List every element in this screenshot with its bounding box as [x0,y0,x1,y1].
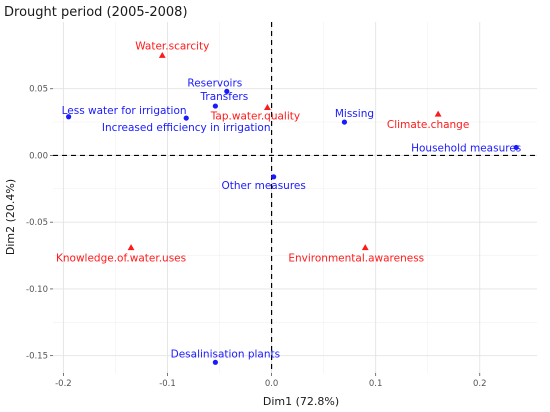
y-tick-label: -0.10 [26,285,48,295]
data-point-triangle [264,104,271,110]
data-point-triangle [434,110,442,117]
point-label: Other measures [221,180,305,192]
point-label: Environmental.awareness [288,253,424,265]
y-tick-label: -0.15 [26,352,48,362]
point-label: Reservoirs [187,77,242,89]
x-axis-ticks: -0.2 -0.1 0.0 0.1 0.2 [55,373,487,389]
y-tick-label: -0.05 [26,218,48,228]
data-point-triangle [127,244,135,251]
data-point-circle [66,114,72,120]
data-point-circle [212,103,218,109]
point-label: Increased efficiency in irrigation [102,122,271,134]
point-label: Tap.water.quality [210,110,300,122]
point-label: Climate.change [387,119,469,131]
point-label: Knowledge.of.water.uses [56,253,186,265]
data-point-circle [513,144,519,151]
reference-lines [53,22,537,373]
x-tick-label: 0.0 [265,379,279,389]
y-tick-label: 0.00 [29,151,48,161]
y-tick-label: 0.05 [29,85,48,95]
point-label: Household measures [411,142,521,154]
x-axis-title: Dim1 (72.8%) [263,395,339,408]
data-point-circle [271,174,277,180]
data-point-circle [212,359,218,365]
point-label: Missing [335,108,374,120]
data-point-circle [341,119,348,125]
point-label: Desalinisation plants [171,348,280,360]
y-axis-title: Dim2 (20.4%) [4,179,17,255]
x-tick-label: 0.2 [473,379,487,389]
x-tick-label: 0.1 [369,379,383,389]
point-labels: Less water for irrigation Increased effic… [56,40,521,360]
y-axis-ticks: -0.15 -0.10 -0.05 0.00 0.05 [26,85,53,362]
x-tick-label: -0.2 [55,379,72,389]
x-tick-label: -0.1 [159,379,176,389]
point-label: Water.scarcity [135,40,209,52]
point-label: Less water for irrigation [62,105,187,117]
data-point-circle [224,88,230,94]
point-label: Transfers [200,91,249,103]
chart-title: Drought period (2005-2008) [4,5,188,20]
data-point-circle [183,115,189,121]
data-point-triangle [361,244,369,251]
data-point-triangle [158,51,166,58]
data-points [66,51,519,365]
